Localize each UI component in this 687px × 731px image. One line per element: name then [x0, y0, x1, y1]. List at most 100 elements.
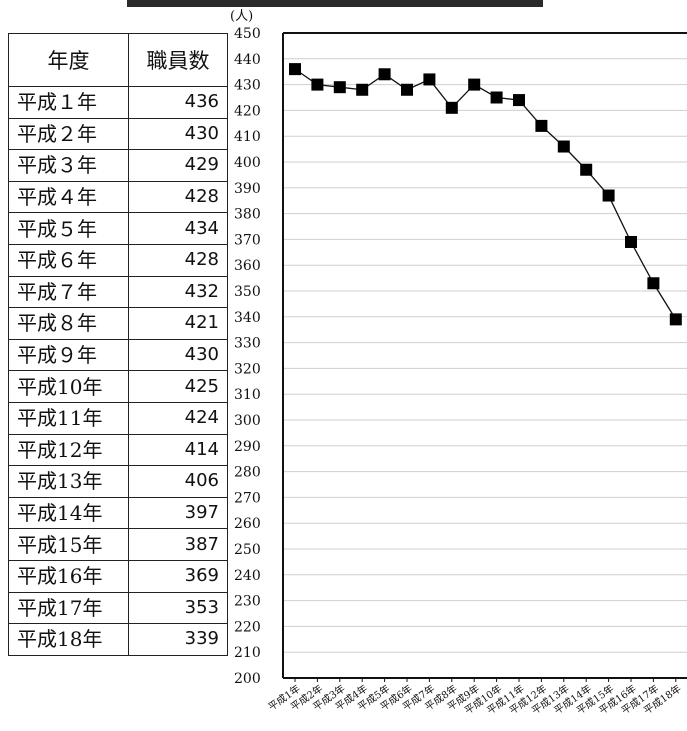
- y-tick-label: 360: [234, 258, 261, 274]
- table-row: 平成17年 353: [8, 591, 228, 625]
- y-tick-label: 380: [234, 207, 261, 223]
- data-point-marker: [468, 78, 481, 91]
- table-header-row: 年度 職員数: [8, 33, 228, 87]
- y-tick-label: 450: [234, 26, 261, 42]
- table-cell-count: 430: [128, 117, 228, 151]
- table-cell-count: 387: [128, 528, 228, 561]
- y-tick-label: 280: [234, 465, 261, 481]
- y-axis: 200 210 220 230 240 250 260 270 280 290 300 310 320 3…: [234, 26, 687, 687]
- table-cell-count: 414: [128, 433, 228, 467]
- table-cell-count: 434: [128, 212, 228, 245]
- data-point-marker: [602, 189, 615, 202]
- series-line: [294, 68, 677, 320]
- table-row: 平成８年 421: [8, 307, 228, 340]
- data-point-marker: [557, 140, 570, 153]
- table-cell-year: 平成２年: [8, 117, 129, 151]
- y-tick-label: 310: [234, 387, 261, 403]
- table-cell-year: 平成15年: [8, 528, 129, 561]
- table-cell-year: 平成３年: [8, 149, 129, 182]
- data-point-marker: [647, 277, 660, 290]
- data-point-marker: [535, 119, 548, 132]
- table-cell-year: 平成17年: [8, 591, 129, 625]
- y-axis-unit-label: (人): [230, 9, 253, 24]
- data-point-marker: [423, 73, 436, 86]
- y-tick-label: 430: [234, 78, 261, 94]
- table-row: 平成４年 428: [8, 180, 228, 214]
- y-tick-label: 420: [234, 103, 261, 119]
- series: [289, 63, 682, 326]
- data-point-marker: [333, 81, 346, 94]
- y-tick-label: 260: [234, 516, 261, 532]
- table-cell-count: 425: [128, 370, 228, 403]
- header-year: 年度: [8, 33, 129, 87]
- table-cell-count: 432: [128, 275, 228, 309]
- data-point-marker: [625, 235, 637, 248]
- data-point-marker: [445, 101, 458, 114]
- table-cell-count: 429: [128, 149, 228, 182]
- table-cell-count: 430: [128, 338, 228, 372]
- table-row: 平成６年 428: [8, 243, 228, 277]
- table-cell-year: 平成10年: [8, 370, 129, 403]
- y-tick-label: 220: [234, 619, 261, 635]
- table-cell-year: 平成６年: [8, 243, 129, 277]
- table-row: 平成３年 429: [8, 149, 228, 182]
- y-tick-label: 300: [234, 413, 261, 429]
- table-row: 平成７年 432: [8, 275, 228, 309]
- table-cell-year: 平成７年: [8, 275, 129, 309]
- table-cell-count: 406: [128, 465, 228, 498]
- grid-lines: [283, 58, 687, 653]
- table-row: 平成９年 430: [8, 338, 228, 372]
- table-row: 平成14年 397: [8, 496, 228, 530]
- table-cell-year: 平成12年: [8, 433, 129, 467]
- table-row: 平成５年 434: [8, 212, 228, 245]
- table-row: 平成１年 436: [8, 86, 228, 119]
- y-tick-label: 390: [234, 181, 261, 197]
- y-tick-label: 250: [234, 542, 261, 558]
- table-row: 平成11年 424: [8, 401, 228, 435]
- staff-count-line-chart: 200 210 220 230 240 250 260 270 280 290 300 310 320 3…: [230, 9, 687, 717]
- table-cell-count: 421: [128, 307, 228, 340]
- data-point-marker: [311, 78, 324, 91]
- table-cell-year: 平成４年: [8, 180, 129, 214]
- data-point-marker: [490, 91, 503, 104]
- table-cell-count: 428: [128, 243, 228, 277]
- data-point-marker: [580, 163, 593, 176]
- y-tick-label: 270: [234, 490, 261, 506]
- y-tick-label: 400: [234, 155, 261, 171]
- table-cell-year: 平成14年: [8, 496, 129, 530]
- data-point-marker: [356, 83, 369, 96]
- table-cell-year: 平成16年: [8, 559, 129, 593]
- table-cell-count: 397: [128, 496, 228, 530]
- data-point-marker: [378, 68, 391, 81]
- y-tick-label: 330: [234, 336, 261, 352]
- table-row: 平成10年 425: [8, 370, 228, 403]
- y-tick-label: 240: [234, 568, 261, 584]
- table-row: 平成15年 387: [8, 528, 228, 561]
- table-cell-year: 平成13年: [8, 465, 129, 498]
- table-row: 平成16年 369: [8, 559, 228, 593]
- staff-count-table: 年度 職員数 平成１年 436 平成２年 430 平成３年 429 平成４年 428 平成５年 4…: [8, 33, 228, 656]
- table-cell-count: 339: [128, 623, 228, 656]
- table-cell-count: 424: [128, 401, 228, 435]
- y-tick-label: 370: [234, 232, 261, 248]
- y-tick-label: 410: [234, 129, 261, 145]
- table-row: 平成13年 406: [8, 465, 228, 498]
- table-row: 平成18年 339: [8, 623, 228, 656]
- table-cell-year: 平成９年: [8, 338, 129, 372]
- y-tick-label: 350: [234, 284, 261, 300]
- y-tick-label: 230: [234, 594, 261, 610]
- data-point-marker: [669, 313, 682, 326]
- header-bar: [127, 0, 543, 7]
- table-cell-year: 平成11年: [8, 401, 129, 435]
- table-cell-count: 428: [128, 180, 228, 214]
- y-tick-label: 200: [234, 671, 261, 687]
- data-point-marker: [289, 63, 301, 76]
- data-point-marker: [513, 94, 525, 107]
- y-tick-label: 340: [234, 310, 261, 326]
- y-tick-label: 320: [234, 361, 261, 377]
- table-row: 平成２年 430: [8, 117, 228, 151]
- x-axis: 平成1年平成2年平成3年平成4年平成5年平成6年平成7年平成8年平成9年平成10…: [265, 677, 687, 717]
- table-cell-year: 平成８年: [8, 307, 129, 340]
- table-cell-year: 平成５年: [8, 212, 129, 245]
- table-row: 平成12年 414: [8, 433, 228, 467]
